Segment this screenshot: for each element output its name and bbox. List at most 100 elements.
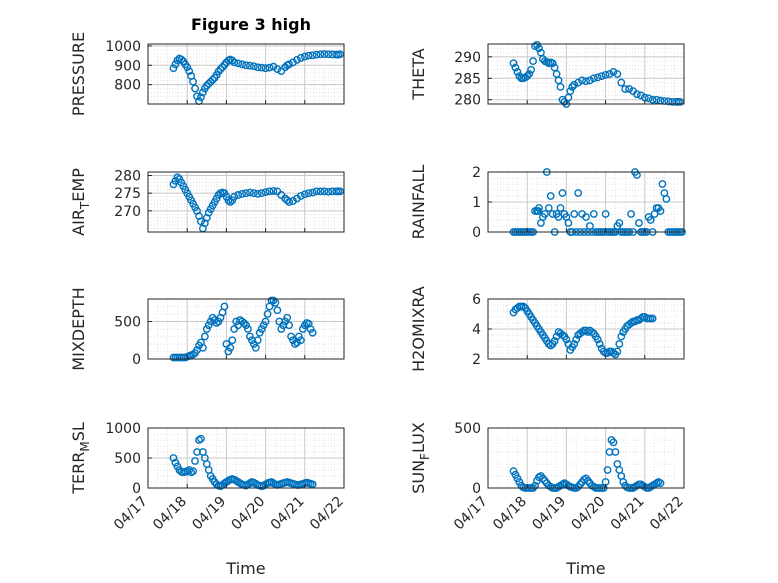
data-point: [556, 204, 565, 212]
data-point: [336, 50, 344, 59]
y-axis-label: AIRTEMP: [69, 168, 92, 236]
data-point: [324, 187, 333, 196]
data-point: [300, 321, 309, 330]
data-point: [238, 189, 246, 198]
data-point: [246, 332, 254, 341]
data-point: [550, 337, 559, 345]
x-tick-label: 04/18: [150, 494, 190, 534]
data-point: [586, 76, 594, 85]
data-point: [570, 210, 579, 218]
data-point: [589, 74, 598, 83]
data-point: [228, 56, 237, 65]
data-point: [644, 94, 653, 103]
data-point: [523, 72, 532, 81]
data-point: [277, 325, 286, 333]
data-point: [289, 336, 297, 345]
data-point: [306, 325, 315, 333]
data-point: [312, 187, 321, 196]
x-axis-label: Time: [565, 559, 605, 578]
y-tick-label: 2: [472, 352, 481, 368]
data-point: [287, 332, 295, 341]
data-point: [558, 331, 567, 339]
data-point: [509, 59, 518, 68]
data-point: [525, 70, 534, 78]
data-point: [656, 207, 665, 215]
data-point: [242, 61, 250, 70]
data-point: [578, 76, 586, 85]
data-point: [257, 325, 266, 333]
data-point: [177, 55, 186, 64]
data-point: [631, 317, 639, 326]
data-point: [277, 67, 286, 75]
data-point: [611, 448, 620, 456]
x-tick-label: 04/20: [569, 494, 609, 534]
y-tick-label: 4: [472, 322, 481, 338]
data-point: [193, 92, 201, 101]
data-point: [320, 50, 329, 58]
y-tick-label: 270: [114, 204, 141, 220]
data-point: [295, 332, 303, 341]
data-point: [595, 340, 604, 348]
y-tick-label: 285: [454, 71, 481, 87]
data-point: [558, 189, 567, 197]
data-point: [633, 90, 641, 99]
data-point: [593, 335, 602, 344]
data-point: [648, 95, 657, 104]
y-tick-label: 0: [472, 225, 481, 241]
data-point: [271, 298, 280, 307]
data-point: [269, 187, 278, 195]
axes-box: [487, 427, 685, 489]
data-point: [615, 219, 624, 227]
data-point: [197, 434, 205, 443]
data-point: [251, 343, 260, 352]
data-point: [198, 343, 207, 352]
y-tick-label: 500: [114, 315, 141, 331]
data-point: [308, 188, 317, 197]
data-point: [253, 189, 262, 198]
axes-box: [147, 43, 345, 105]
data-point: [189, 467, 197, 476]
x-tick-label: 04/17: [111, 494, 151, 534]
data-point: [191, 84, 199, 93]
data-point: [296, 336, 305, 345]
data-point: [556, 82, 565, 91]
y-tick-label: 1000: [105, 421, 141, 437]
data-point: [646, 216, 655, 224]
x-tick-label: 04/21: [608, 494, 648, 534]
data-point: [582, 77, 590, 86]
y-tick-label: 6: [472, 292, 481, 308]
subplot-sun-flux: 0 500 04/17 04/18 04/19 04/20 04/21 04/22 Time SU…: [409, 421, 687, 578]
data-point: [554, 213, 563, 221]
data-point: [662, 195, 671, 203]
data-point: [527, 65, 536, 74]
data-point: [296, 192, 305, 200]
data-point: [212, 319, 221, 327]
data-point: [570, 80, 579, 89]
y-tick-label: 800: [114, 78, 141, 94]
data-point: [261, 64, 270, 73]
data-point: [220, 302, 229, 311]
data-point: [249, 62, 258, 71]
data-point: [253, 336, 262, 345]
data-point: [265, 187, 274, 196]
data-point: [529, 57, 537, 66]
data-point: [336, 187, 344, 196]
data-point: [601, 210, 610, 218]
y-axis-label: SUNFLUX: [409, 422, 432, 494]
data-point: [169, 64, 178, 73]
data-point: [531, 481, 539, 490]
data-point: [224, 347, 233, 356]
data-point: [304, 51, 313, 60]
data-point: [226, 198, 235, 206]
y-axis-label: PRESSURE: [69, 32, 88, 116]
data-point: [609, 67, 618, 76]
data-point: [261, 188, 270, 197]
data-point: [230, 192, 239, 201]
data-point: [226, 343, 235, 352]
data-point: [228, 336, 237, 345]
data-point: [230, 58, 239, 67]
data-point: [603, 466, 612, 474]
y-tick-label: 1: [472, 195, 481, 211]
data-point: [263, 310, 272, 318]
